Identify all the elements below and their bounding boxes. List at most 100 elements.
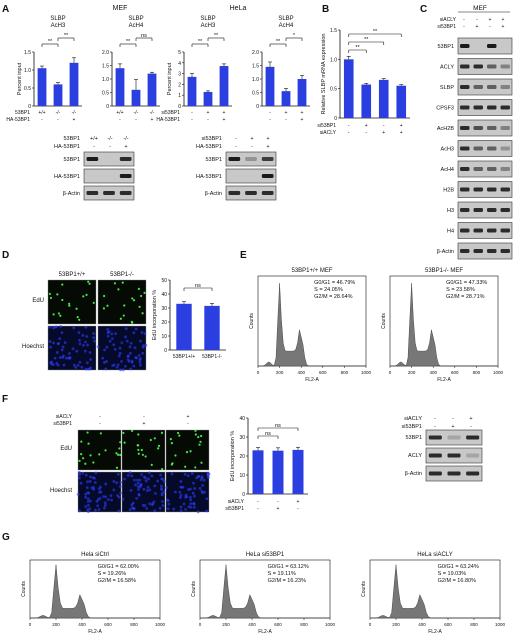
chart-title-l1: SLBP (200, 16, 215, 22)
blot-header-label: HA-53BP1 (54, 144, 80, 150)
bar (219, 66, 229, 106)
edu-nucleus (52, 313, 55, 316)
edu-nucleus (153, 437, 156, 440)
hoechst-nucleus (143, 332, 147, 336)
blot-band (119, 191, 132, 195)
x-tick-label: 1000 (493, 370, 504, 375)
panel-letter-d: D (2, 250, 9, 261)
significance-label: ** (64, 33, 69, 39)
histogram (257, 283, 366, 367)
bar (176, 303, 192, 350)
hoechst-nucleus (82, 343, 85, 347)
blot-band (460, 146, 470, 151)
x-tick-label: 400 (418, 622, 426, 627)
blot-band (473, 85, 483, 89)
hoechst-nucleus (135, 496, 139, 500)
condition-value: - (257, 499, 259, 505)
blot-band (487, 228, 497, 233)
hoechst-nucleus (146, 485, 150, 489)
hoechst-nucleus (52, 341, 55, 345)
hoechst-nucleus (49, 345, 53, 349)
condition-label: si53BP1 (317, 123, 336, 129)
edu-nucleus (84, 462, 87, 465)
blot-band (500, 249, 510, 253)
blot-header-value: - (476, 17, 478, 23)
hoechst-nucleus (110, 332, 114, 336)
edu-nucleus (170, 441, 173, 445)
hoechst-nucleus (105, 360, 108, 363)
condition-value: + (223, 110, 226, 116)
hoechst-nucleus (81, 333, 85, 337)
y-tick-label: 40 (239, 416, 245, 422)
hoechst-nucleus (54, 325, 58, 329)
edu-nucleus (140, 294, 143, 298)
hoechst-nucleus (178, 496, 182, 500)
blot-header-value: + (266, 144, 269, 150)
hoechst-nucleus (148, 502, 152, 506)
blot-band (460, 208, 470, 212)
hoechst-nucleus (158, 506, 162, 510)
hoechst-nucleus (183, 472, 187, 476)
blot-band (487, 187, 497, 192)
hoechst-nucleus (84, 367, 88, 371)
hoechst-nucleus (115, 481, 119, 485)
hoechst-nucleus (160, 484, 163, 488)
condition-value: - (383, 123, 385, 129)
condition-value: - (297, 506, 299, 512)
hoechst-nucleus (179, 505, 183, 509)
hoechst-nucleus (85, 335, 89, 338)
hoechst-nucleus (132, 331, 136, 335)
condition-value: -/- (150, 110, 155, 116)
hoechst-nucleus (193, 494, 196, 498)
hoechst-nucleus (87, 491, 91, 495)
blot-band (487, 167, 497, 171)
edu-nucleus (68, 304, 71, 307)
blot-header-value: + (476, 24, 479, 30)
x-tick-label: 600 (319, 370, 327, 375)
hoechst-nucleus (128, 471, 132, 474)
hoechst-nucleus (104, 495, 108, 499)
blot-band (473, 146, 483, 151)
hoechst-nucleus (153, 484, 157, 488)
hoechst-nucleus (179, 509, 183, 513)
hoechst-nucleus (93, 481, 97, 484)
condition-value: + (365, 123, 368, 129)
x-tick-label: 0 (257, 370, 260, 375)
edu-nucleus (61, 283, 64, 286)
hoechst-nucleus (133, 346, 137, 350)
bar (53, 84, 63, 106)
hoechst-nucleus (130, 360, 134, 364)
hoechst-nucleus (84, 492, 88, 496)
hoechst-nucleus (144, 343, 148, 347)
condition-label: siACLY (56, 414, 73, 420)
blot-band (261, 157, 274, 161)
hoechst-nucleus (61, 345, 65, 349)
blot-c-7 (457, 181, 513, 198)
blot-band (487, 105, 497, 110)
edu-nucleus (82, 295, 85, 298)
blot-band (428, 453, 442, 458)
edu-nucleus (200, 461, 203, 464)
hoechst-nucleus (50, 362, 54, 366)
bar (147, 73, 157, 106)
condition-value: + (400, 130, 403, 136)
hoechst-nucleus (112, 343, 116, 347)
x-tick-label: 200 (408, 370, 416, 375)
hoechst-nucleus (102, 361, 106, 364)
hoechst-nucleus (128, 508, 132, 512)
hoechst-nucleus (189, 505, 193, 509)
blot-c-10 (457, 242, 513, 260)
hoechst-nucleus (106, 334, 110, 338)
condition-value: - (57, 117, 59, 123)
hoechst-nucleus (139, 357, 142, 360)
blot-row-label: H3 (447, 208, 454, 214)
x-tick-label: 0 (389, 370, 392, 375)
edu-nucleus (123, 441, 126, 444)
y-axis-label-d: EdU incorporation % (152, 290, 158, 341)
bar (252, 450, 264, 494)
hoechst-nucleus (76, 364, 80, 367)
hoechst-nucleus (94, 508, 97, 512)
x-tick-label: 600 (104, 622, 112, 627)
hoechst-nucleus (118, 485, 122, 488)
x-tick-label: 200 (222, 622, 230, 627)
